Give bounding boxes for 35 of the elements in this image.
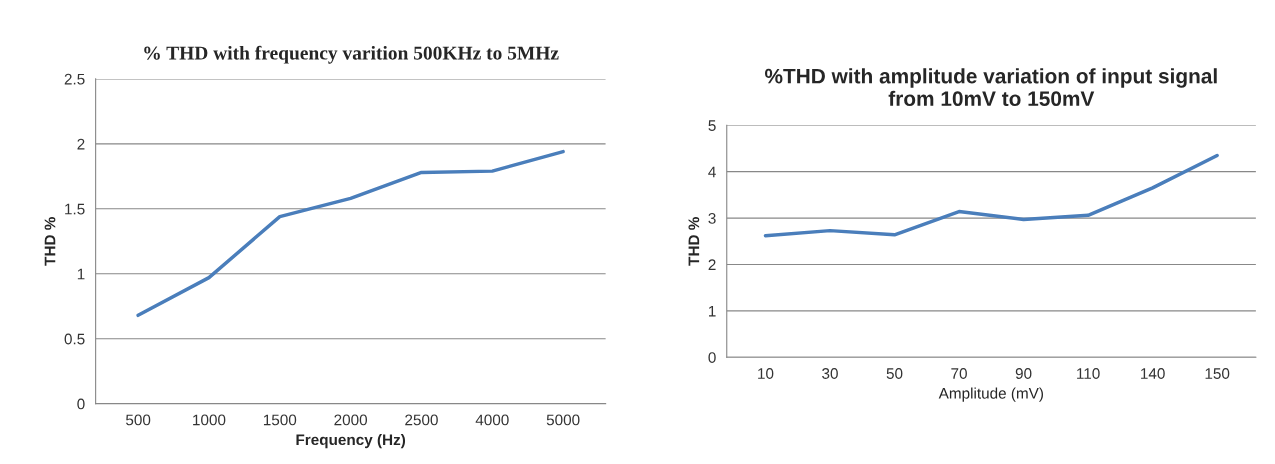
y-tick-label: 2 — [77, 138, 85, 150]
x-axis-title: Amplitude (mV) — [938, 387, 1043, 402]
x-tick-label: 90 — [1015, 368, 1032, 379]
x-tick-label: 10 — [758, 368, 774, 379]
y-axis-title: THD % — [688, 217, 700, 266]
x-tick-label: 30 — [822, 368, 838, 379]
line-series — [763, 153, 1219, 238]
chart-title: %THD with amplitude variation of input signal from 10mV to 150mV — [764, 68, 1217, 107]
y-tick-label: 0 — [708, 352, 716, 363]
x-tick-label: 2000 — [334, 414, 368, 426]
x-tick-label: 1500 — [263, 414, 297, 426]
x-tick-label: 1000 — [193, 414, 226, 426]
y-tick-label: 4 — [708, 166, 716, 178]
x-axis-title: Frequency (Hz) — [296, 433, 406, 449]
y-tick-label: 5 — [708, 120, 716, 131]
x-tick-label: 2500 — [405, 414, 438, 426]
x-tick-label: 140 — [1141, 368, 1165, 379]
x-tick-label: 110 — [1077, 368, 1100, 379]
y-tick-label: 1.5 — [65, 203, 85, 215]
x-tick-label: 500 — [125, 414, 151, 426]
x-tick-label: 150 — [1205, 368, 1230, 379]
x-tick-label: 4000 — [475, 414, 509, 426]
chart-title: % THD with frequency varition 500KHz to 5MHz — [144, 45, 559, 64]
y-tick-label: 2.5 — [64, 73, 85, 85]
y-tick-label: 3 — [708, 212, 716, 224]
x-tick-label: 70 — [951, 368, 967, 379]
x-tick-label: 5000 — [546, 414, 580, 426]
y-tick-label: 0 — [77, 398, 85, 410]
x-tick-label: 50 — [886, 368, 903, 379]
line-series — [136, 149, 565, 318]
y-tick-label: 0.5 — [64, 333, 85, 345]
y-tick-label: 2 — [708, 259, 716, 271]
y-tick-label: 1 — [77, 268, 85, 280]
y-tick-label: 1 — [709, 305, 716, 317]
y-axis-title: THD % — [44, 217, 56, 266]
